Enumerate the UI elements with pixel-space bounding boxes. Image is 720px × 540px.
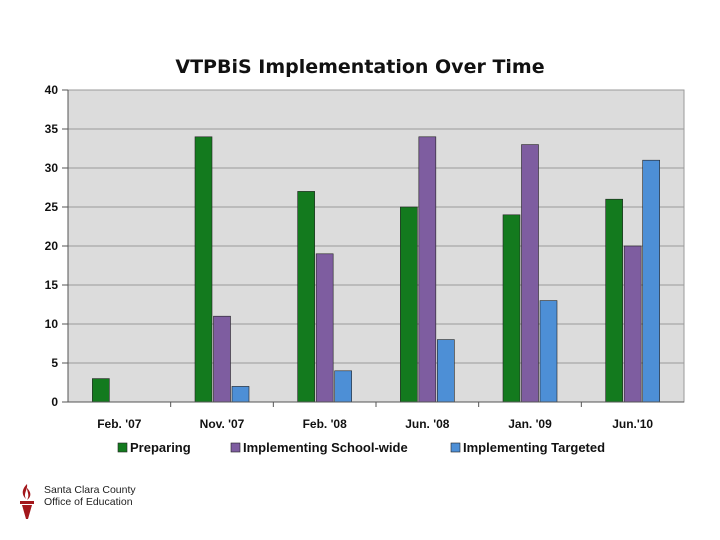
bar-implementing-school-wide bbox=[418, 136, 437, 403]
bar-implementing-school-wide bbox=[521, 144, 539, 403]
bar-preparing bbox=[194, 136, 213, 403]
y-tick-label: 10 bbox=[45, 317, 59, 331]
logo-line-2: Office of Education bbox=[44, 496, 133, 508]
y-tick-label: 35 bbox=[45, 122, 59, 136]
y-tick-label: 40 bbox=[45, 83, 59, 97]
bar-implementing-school-wide bbox=[213, 315, 231, 403]
y-tick-label: 5 bbox=[51, 356, 58, 370]
chart-title: VTPBiS Implementation Over Time bbox=[175, 56, 545, 78]
bar-implementing-targeted bbox=[231, 386, 250, 403]
y-tick-label: 20 bbox=[45, 239, 59, 253]
bar-implementing-targeted bbox=[334, 370, 352, 403]
bar-implementing-targeted bbox=[437, 339, 455, 403]
x-tick-label: Jan. '09 bbox=[508, 417, 552, 431]
bar-implementing-targeted bbox=[539, 300, 558, 403]
x-tick-label: Jun.'10 bbox=[612, 417, 653, 431]
bar-preparing bbox=[400, 206, 418, 403]
y-tick-label: 30 bbox=[45, 161, 59, 175]
legend-swatch bbox=[450, 442, 461, 453]
bar-implementing-school-wide bbox=[315, 253, 334, 403]
bar-chart: 0 5 10 15 20 25 30 35 40 Feb. '07 Nov. '07 Feb. '08… bbox=[45, 83, 685, 455]
y-tick-label: 25 bbox=[45, 200, 59, 214]
bar-implementing-school-wide bbox=[623, 245, 642, 403]
x-tick-label: Feb. '08 bbox=[303, 417, 348, 431]
legend-swatch bbox=[230, 442, 241, 453]
bar-implementing-targeted bbox=[642, 159, 660, 403]
legend-swatch bbox=[117, 442, 128, 453]
bar-preparing bbox=[92, 378, 110, 403]
y-tick-label: 15 bbox=[45, 278, 59, 292]
x-tick-label: Jun. '08 bbox=[405, 417, 450, 431]
bar-preparing bbox=[297, 191, 315, 403]
legend-label: Implementing School-wide bbox=[243, 440, 408, 455]
bar-preparing bbox=[502, 214, 521, 403]
bar-preparing bbox=[605, 198, 623, 403]
organization-logo: Santa Clara County Office of Education bbox=[14, 482, 174, 526]
y-tick-label: 0 bbox=[51, 395, 58, 409]
x-tick-label: Nov. '07 bbox=[200, 417, 245, 431]
logo-line-1: Santa Clara County bbox=[44, 484, 136, 496]
x-tick-label: Feb. '07 bbox=[97, 417, 142, 431]
legend-label: Preparing bbox=[130, 440, 191, 455]
legend-label: Implementing Targeted bbox=[463, 440, 605, 455]
torch-flame-icon bbox=[20, 484, 34, 519]
